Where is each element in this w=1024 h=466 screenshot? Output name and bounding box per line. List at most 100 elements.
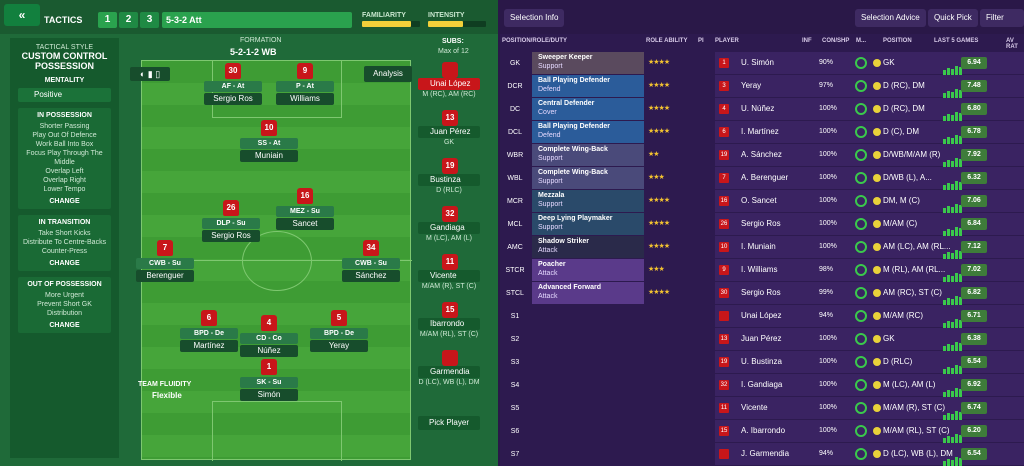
player-cell[interactable]: 19 U. Bustinza 100% D (RLC) 6.54	[715, 351, 1024, 377]
sub-name[interactable]: Juan Pérez	[418, 126, 480, 138]
player-role[interactable]: CD - Co	[240, 333, 298, 344]
pitch-player-slot[interactable]: 7 CWB - Su Berenguer	[136, 240, 194, 286]
player-cell[interactable]: 16 O. Sancet 100% DM, M (C) 7.06	[715, 190, 1024, 216]
player-name[interactable]: A. Berenguer	[741, 173, 789, 182]
role-duty-cell[interactable]: Advanced Forward Attack	[532, 282, 644, 304]
column-header[interactable]: LAST 5 GAMES	[934, 38, 979, 44]
table-row[interactable]: DC Central Defender Cover ★★★★ 4 U. Núñez 100%…	[500, 98, 1024, 124]
player-name[interactable]: U. Núñez	[741, 104, 775, 113]
player-name[interactable]: Simón	[240, 389, 298, 401]
player-role[interactable]: SK - Su	[240, 377, 298, 388]
player-name[interactable]: Berenguer	[136, 270, 194, 282]
player-cell[interactable]: 10 I. Muniain 100% AM (LC), AM (RL... 7.12	[715, 236, 1024, 262]
player-name[interactable]: O. Sancet	[741, 196, 777, 205]
pitch-player-slot[interactable]: 10 SS - At Muniain	[240, 120, 298, 166]
role-duty-cell[interactable]: Shadow Striker Attack	[532, 236, 644, 258]
tactic-name-dropdown[interactable]: 5-3-2 Att	[162, 12, 352, 28]
table-row[interactable]: S3 19 U. Bustinza 100% D (RLC) 6.54	[500, 351, 1024, 377]
tactic-tab-2[interactable]: 2	[119, 12, 138, 28]
pitch-player-slot[interactable]: 9 P - At Williams	[276, 63, 334, 109]
pitch-player-slot[interactable]: 30 AF - At Sergio Ros	[204, 63, 262, 109]
player-cell[interactable]: 30 Sergio Ros 99% AM (RC), ST (C) 6.82	[715, 282, 1024, 308]
analysis-button[interactable]: Analysis	[364, 66, 412, 82]
role-duty-cell[interactable]: Mezzala Support	[532, 190, 644, 212]
sub-name[interactable]: Ibarrondo	[418, 318, 480, 330]
role-duty-cell[interactable]: Complete Wing-Back Support	[532, 167, 644, 189]
quick-pick-button[interactable]: Quick Pick	[928, 9, 978, 27]
pitch-player-slot[interactable]: 1 SK - Su Simón	[240, 359, 298, 405]
tactical-style-name[interactable]: CUSTOM CONTROL POSSESSION	[21, 51, 108, 71]
player-name[interactable]: Núñez	[240, 345, 298, 357]
column-header[interactable]: POSITION/ROLE/DUTY	[502, 38, 568, 44]
player-name[interactable]: Sergio Ros	[204, 93, 262, 105]
player-cell[interactable]: 15 A. Ibarrondo 100% M/AM (RL), ST (C) 6.20	[715, 420, 1024, 446]
table-row[interactable]: S6 15 A. Ibarrondo 100% M/AM (RL), ST (C) 6.2…	[500, 420, 1024, 446]
tactic-tab-1[interactable]: 1	[98, 12, 117, 28]
role-duty-cell[interactable]: Sweeper Keeper Support	[532, 52, 644, 74]
sub-slot[interactable]: 19 Bustinza D (RLC)	[418, 158, 484, 194]
table-row[interactable]: STCL Advanced Forward Attack ★★★★ 30 Sergio R…	[500, 282, 1024, 308]
player-name[interactable]: Sancet	[276, 218, 334, 230]
filter-button[interactable]: Filter	[980, 9, 1024, 27]
sub-slot[interactable]: 15 Ibarrondo M/AM (RL), ST (C)	[418, 302, 484, 338]
table-row[interactable]: AMC Shadow Striker Attack ★★★★ 10 I. Muniain 1…	[500, 236, 1024, 262]
player-name[interactable]: I. Muniain	[741, 242, 776, 251]
column-header[interactable]: POSITION	[883, 38, 912, 44]
column-header[interactable]: PLAYER	[715, 38, 739, 44]
table-row[interactable]: S4 32 I. Gandiaga 100% M (LC), AM (L) 6.92	[500, 374, 1024, 400]
formation-dropdown[interactable]: 5-2-1-2 WB	[230, 47, 277, 57]
pitch-player-slot[interactable]: 34 CWB - Su Sánchez	[342, 240, 400, 286]
player-cell[interactable]: 13 Juan Pérez 100% GK 6.38	[715, 328, 1024, 354]
player-name[interactable]: Yeray	[741, 81, 762, 90]
player-role[interactable]: CWB - Su	[342, 258, 400, 269]
role-duty-cell[interactable]: Central Defender Cover	[532, 98, 644, 120]
player-name[interactable]: U. Simón	[741, 58, 774, 67]
role-duty-cell[interactable]: Ball Playing Defender Defend	[532, 75, 644, 97]
column-header[interactable]: ROLE ABILITY	[646, 38, 688, 44]
player-cell[interactable]: 26 Sergio Ros 100% M/AM (C) 6.84	[715, 213, 1024, 239]
table-row[interactable]: WBL Complete Wing-Back Support ★★★ 7 A. Beren…	[500, 167, 1024, 193]
table-row[interactable]: S2 13 Juan Pérez 100% GK 6.38	[500, 328, 1024, 354]
sub-slot[interactable]: 13 Juan Pérez GK	[418, 110, 484, 146]
table-row[interactable]: WBR Complete Wing-Back Support ★★ 19 A. Sánch…	[500, 144, 1024, 170]
column-header[interactable]: CON/SHP	[822, 38, 850, 44]
sub-name[interactable]: Gandiaga	[418, 222, 480, 234]
player-name[interactable]: A. Sánchez	[741, 150, 782, 159]
table-row[interactable]: MCR Mezzala Support ★★★★ 16 O. Sancet 100% DM, …	[500, 190, 1024, 216]
player-name[interactable]: Martínez	[180, 340, 238, 352]
role-duty-cell[interactable]: Poacher Attack	[532, 259, 644, 281]
player-cell[interactable]: 1 U. Simón 90% GK 6.94	[715, 52, 1024, 78]
sub-slot[interactable]: Garmendia D (LC), WB (L), DM	[418, 350, 484, 386]
table-row[interactable]: DCL Ball Playing Defender Defend ★★★★ 6 I. Ma…	[500, 121, 1024, 147]
mentality-dropdown[interactable]: Positive	[18, 88, 111, 102]
player-name[interactable]: Sánchez	[342, 270, 400, 282]
player-name[interactable]: I. Williams	[741, 265, 778, 274]
back-button[interactable]: «	[4, 4, 40, 26]
player-role[interactable]: DLP - Su	[202, 218, 260, 229]
player-name[interactable]: Juan Pérez	[741, 334, 782, 343]
player-name[interactable]: A. Ibarrondo	[741, 426, 786, 435]
player-role[interactable]: BPD - De	[310, 328, 368, 339]
player-name[interactable]: Sergio Ros	[741, 288, 781, 297]
sub-name[interactable]: Vicente	[418, 270, 480, 282]
pitch-player-slot[interactable]: 5 BPD - De Yeray	[310, 310, 368, 356]
in-possession-change-button[interactable]: CHANGE	[49, 198, 80, 205]
player-role[interactable]: BPD - De	[180, 328, 238, 339]
table-row[interactable]: GK Sweeper Keeper Support ★★★★ 1 U. Simón 90% G…	[500, 52, 1024, 78]
column-header[interactable]: INF	[802, 38, 812, 44]
player-name[interactable]: Sergio Ros	[741, 219, 781, 228]
pitch-player-slot[interactable]: 16 MEZ - Su Sancet	[276, 188, 334, 234]
pitch-player-slot[interactable]: 6 BPD - De Martínez	[180, 310, 238, 356]
table-row[interactable]: S5 11 Vicente 100% M/AM (R), ST (C) 6.74	[500, 397, 1024, 423]
player-cell[interactable]: 3 Yeray 97% D (RC), DM 7.48	[715, 75, 1024, 101]
out-of-possession-change-button[interactable]: CHANGE	[49, 322, 80, 329]
player-cell[interactable]: 32 I. Gandiaga 100% M (LC), AM (L) 6.92	[715, 374, 1024, 400]
sub-name[interactable]: Unai López	[418, 78, 480, 90]
player-name[interactable]: Sergio Ros	[202, 230, 260, 242]
table-row[interactable]: STCR Poacher Attack ★★★ 9 I. Williams 98% M (RL…	[500, 259, 1024, 285]
in-transition-change-button[interactable]: CHANGE	[49, 260, 80, 267]
player-name[interactable]: Muniain	[240, 150, 298, 162]
pitch-player-slot[interactable]: 26 DLP - Su Sergio Ros	[202, 200, 260, 246]
player-name[interactable]: Yeray	[310, 340, 368, 352]
player-role[interactable]: P - At	[276, 81, 334, 92]
